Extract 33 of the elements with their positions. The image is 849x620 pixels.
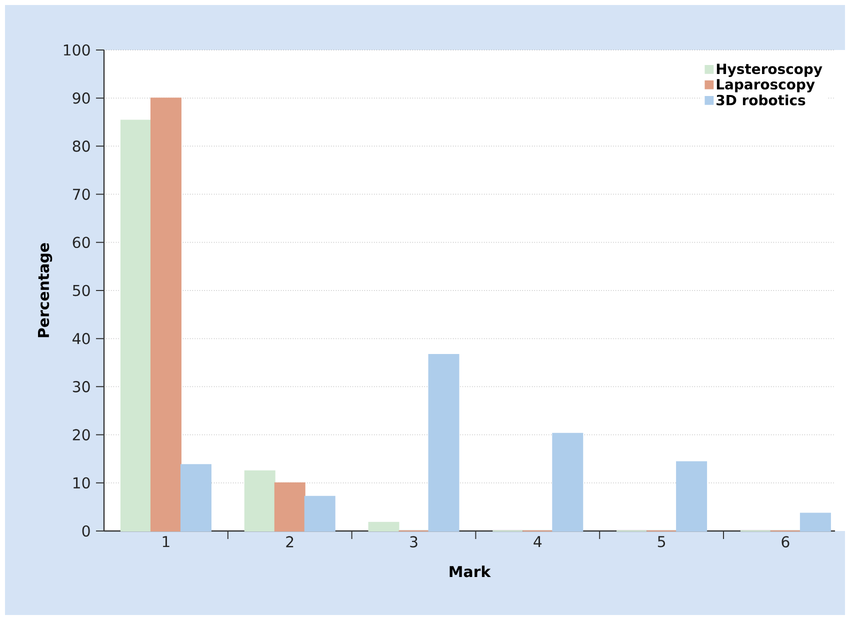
bar: [676, 461, 708, 532]
y-axis-title: Percentage: [38, 243, 52, 338]
bar: [180, 464, 212, 532]
legend-label: Hysteroscopy: [716, 64, 822, 77]
bar: [304, 496, 336, 532]
y-tick-label: 60: [72, 236, 90, 248]
y-tick-label: 70: [73, 188, 90, 200]
y-tick-label: 10: [73, 477, 90, 489]
y-tick-label: 0: [82, 525, 90, 537]
y-tick-label: 80: [72, 140, 90, 152]
bar: [800, 512, 831, 532]
x-tick-label: 4: [534, 536, 542, 548]
y-tick-label: 50: [72, 284, 90, 296]
y-tick-label: 40: [72, 332, 90, 344]
bar: [428, 354, 460, 532]
x-tick-label: 1: [162, 536, 170, 548]
bar: [552, 432, 584, 532]
bar: [150, 98, 182, 532]
x-tick-label: 6: [782, 536, 790, 548]
x-tick-label: 2: [286, 536, 294, 548]
bar: [120, 120, 152, 532]
bar: [368, 522, 400, 532]
y-tick-label: 100: [64, 44, 90, 56]
y-tick-label: 30: [72, 381, 90, 392]
y-tick-label: 20: [72, 429, 90, 440]
bar: [274, 482, 306, 532]
legend-label: Laparoscopy: [716, 79, 815, 92]
y-tick-label: 90: [72, 92, 90, 104]
x-axis-title: Mark: [450, 566, 491, 578]
bar: [244, 470, 276, 532]
legend-label: 3D robotics: [716, 94, 806, 106]
x-tick-label: 3: [410, 536, 418, 548]
x-tick-label: 5: [658, 536, 665, 548]
